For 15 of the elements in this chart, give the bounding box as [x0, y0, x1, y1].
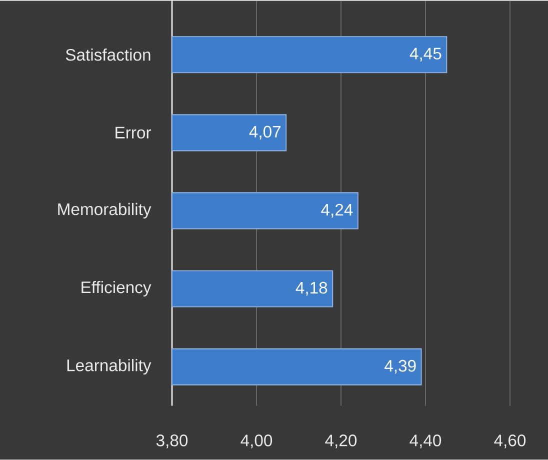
x-tick-label: 3,80 [156, 434, 188, 448]
data-label: 4,18 [296, 282, 328, 296]
y-tick-label: Satisfaction [66, 48, 150, 61]
y-tick-label: Learnability [67, 359, 152, 375]
y-tick-label: Memorability [58, 203, 152, 219]
data-label: 4,07 [249, 126, 281, 140]
x-tick-label: 4,40 [410, 434, 442, 448]
data-label: 4,45 [410, 48, 442, 62]
y-tick-label: Efficiency [82, 281, 152, 297]
x-tick-label: 4,20 [325, 434, 357, 448]
data-label: 4,24 [321, 204, 353, 218]
x-tick-label: 4,00 [240, 434, 272, 448]
y-tick-label: Error [116, 126, 152, 139]
x-tick-label: 4,60 [494, 434, 526, 448]
data-label: 4,39 [384, 360, 416, 374]
